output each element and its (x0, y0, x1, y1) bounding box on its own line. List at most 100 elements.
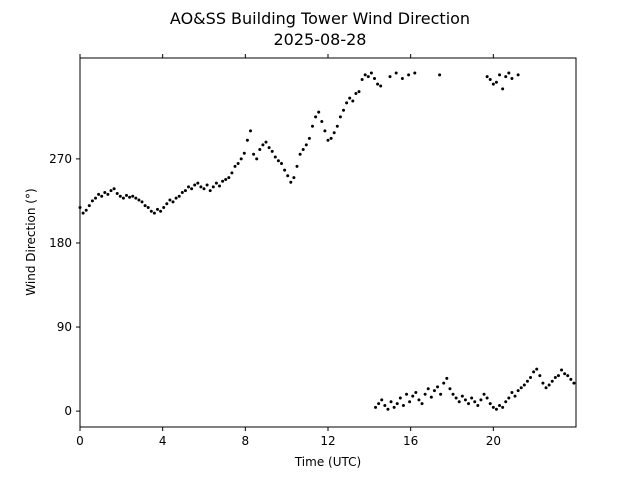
y-axis: 0 90 180 270 (49, 152, 80, 418)
data-point (295, 164, 299, 168)
data-point (380, 398, 384, 402)
data-point (143, 204, 147, 208)
y-tick-label: 90 (57, 320, 72, 334)
data-point (401, 404, 405, 408)
data-point (547, 383, 551, 387)
data-point (258, 148, 262, 152)
data-point (566, 374, 570, 378)
data-point (273, 155, 277, 159)
data-point (280, 162, 283, 166)
data-point (360, 77, 364, 81)
data-point (544, 386, 548, 390)
data-point (376, 82, 380, 86)
data-point (128, 195, 132, 199)
data-point (152, 211, 156, 215)
chart-subtitle: 2025-08-28 (274, 30, 367, 49)
data-point (90, 199, 94, 203)
data-point (307, 136, 311, 140)
data-point (532, 370, 536, 374)
data-point (276, 159, 280, 163)
data-point (504, 400, 508, 404)
data-point (423, 392, 427, 396)
data-point (560, 368, 564, 372)
data-point (473, 400, 477, 404)
data-point (121, 196, 125, 200)
data-point (516, 73, 520, 77)
data-point (134, 196, 138, 200)
data-point (205, 183, 209, 187)
data-point (363, 73, 367, 77)
plot-frame (79, 57, 577, 428)
data-point (317, 110, 321, 114)
data-point (156, 207, 159, 211)
data-point (389, 400, 393, 404)
data-point (417, 398, 421, 402)
data-point (177, 194, 181, 198)
data-point (329, 136, 333, 140)
data-point (454, 396, 458, 400)
data-point (388, 75, 392, 79)
data-point (494, 407, 498, 411)
data-point (395, 402, 399, 406)
y-tick-label: 180 (49, 236, 72, 250)
data-point (187, 185, 190, 189)
data-point (342, 108, 345, 112)
data-point (140, 200, 144, 204)
data-point (115, 191, 119, 195)
data-point (369, 71, 373, 75)
data-point (270, 149, 274, 153)
data-point (165, 202, 169, 206)
data-point (332, 131, 336, 135)
data-point (405, 392, 409, 396)
data-point (233, 164, 237, 168)
data-point (550, 379, 554, 383)
data-point (541, 381, 545, 385)
data-point (407, 73, 411, 77)
data-point (510, 77, 514, 81)
data-point (438, 73, 442, 77)
data-point (436, 385, 440, 389)
data-point (519, 386, 523, 390)
y-tick-label: 0 (64, 404, 72, 418)
x-tick-label: 0 (76, 434, 84, 448)
data-point (569, 377, 573, 381)
data-point (448, 387, 452, 391)
data-point (460, 394, 464, 398)
data-point (411, 394, 415, 398)
data-point (507, 396, 511, 400)
data-point (202, 187, 206, 191)
data-point (84, 208, 88, 212)
data-point (479, 398, 483, 402)
data-point (239, 157, 243, 161)
data-point (513, 394, 517, 398)
data-point (463, 398, 467, 402)
data-point (522, 383, 526, 387)
data-point (264, 140, 268, 144)
data-point (311, 124, 314, 128)
data-point (348, 96, 352, 100)
data-point (470, 396, 474, 400)
data-point (221, 179, 225, 183)
data-point (398, 396, 402, 400)
data-point (252, 152, 256, 156)
data-point (87, 204, 91, 208)
data-point (242, 151, 246, 155)
data-point (357, 90, 361, 94)
data-point (366, 75, 370, 79)
data-point (199, 185, 203, 189)
data-point (97, 192, 101, 196)
x-tick-label: 20 (486, 434, 501, 448)
data-point (301, 148, 305, 152)
y-axis-label: Wind Direction (°) (24, 188, 38, 295)
data-point (386, 407, 390, 411)
data-point (429, 395, 433, 399)
data-points (78, 71, 576, 411)
data-point (373, 77, 376, 81)
data-point (556, 374, 560, 378)
data-point (354, 92, 358, 95)
data-point (78, 205, 82, 209)
data-point (377, 402, 381, 406)
data-point (498, 404, 502, 408)
data-point (439, 392, 443, 396)
data-point (146, 205, 150, 209)
